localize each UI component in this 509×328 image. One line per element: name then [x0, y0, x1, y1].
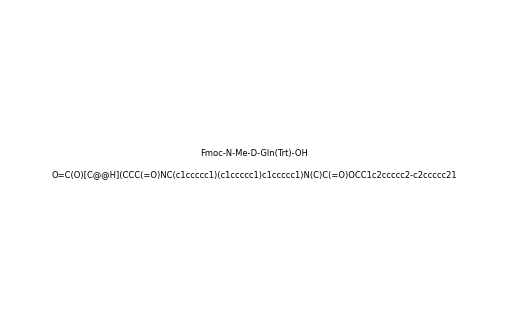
Text: Fmoc-N-Me-D-Gln(Trt)-OH

O=C(O)[C@@H](CCC(=O)NC(c1ccccc1)(c1ccccc1)c1ccccc1)N(C): Fmoc-N-Me-D-Gln(Trt)-OH O=C(O)[C@@H](CCC… — [52, 149, 457, 179]
